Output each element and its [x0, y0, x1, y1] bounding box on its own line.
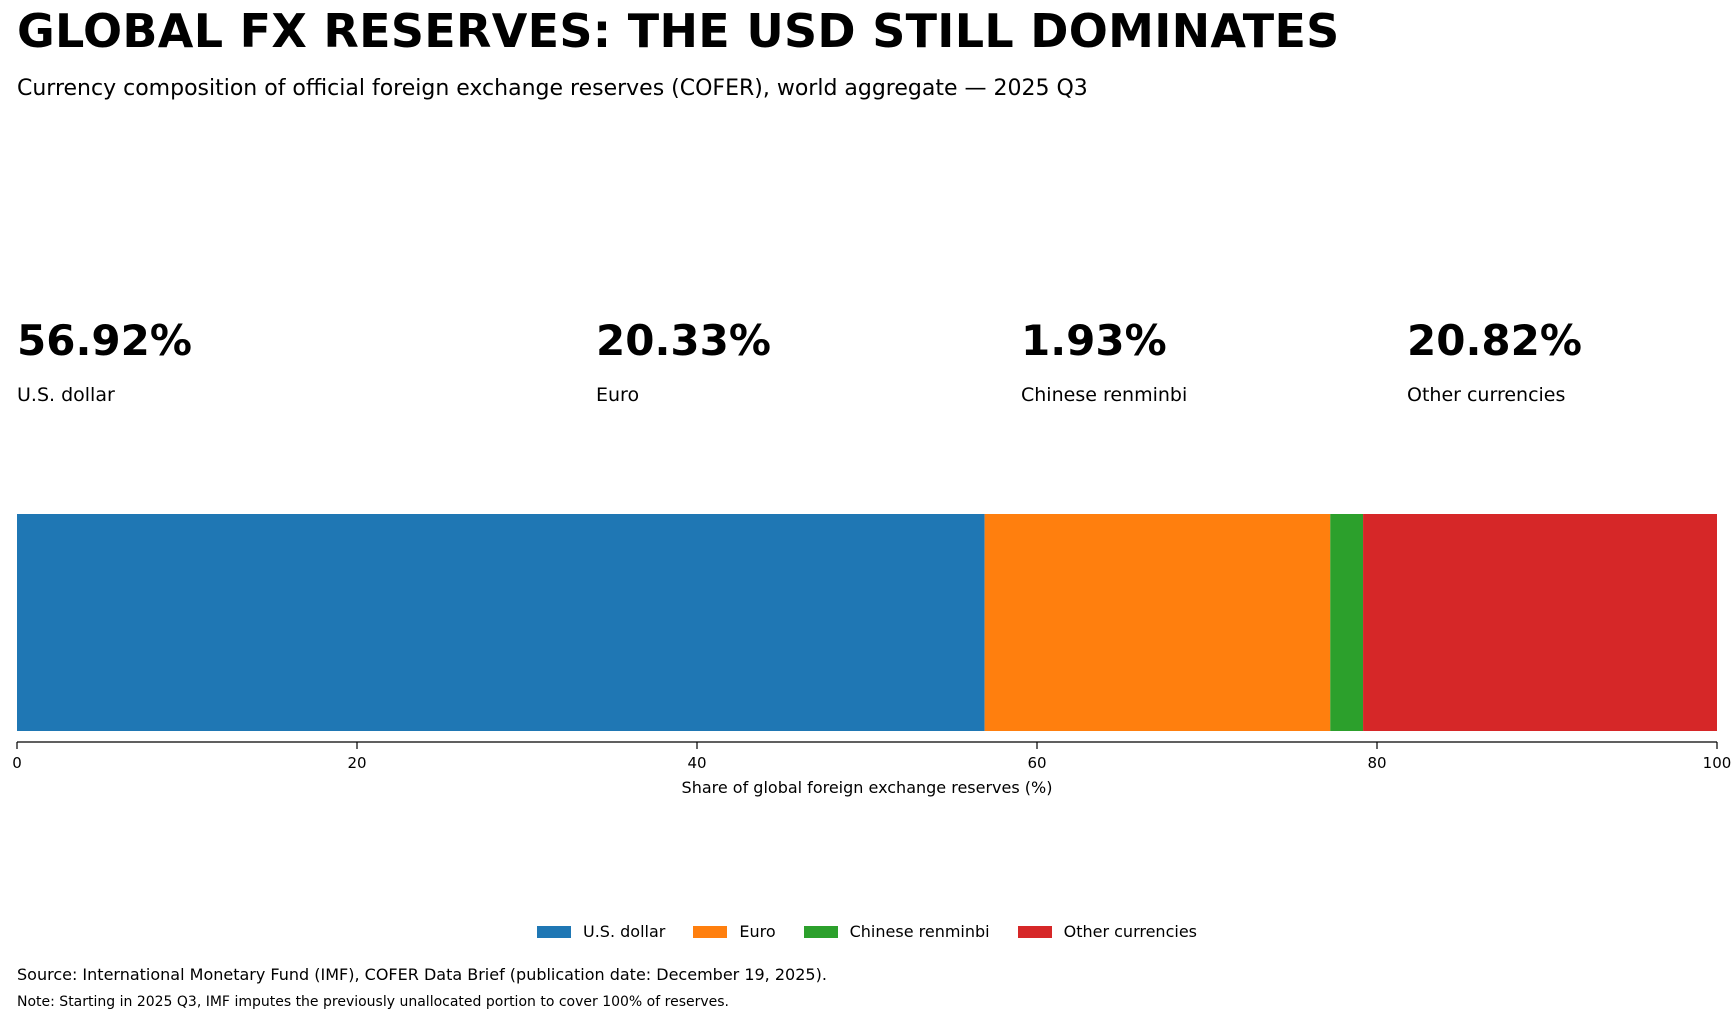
kpi-other: 20.82% Other currencies — [1407, 316, 1582, 407]
kpi-label: U.S. dollar — [17, 384, 115, 406]
legend-swatch — [1017, 925, 1052, 938]
kpi-renminbi: 1.93% Chinese renminbi — [1021, 316, 1188, 407]
stacked-bar-chart: 0 20 40 60 80 100 Share of global foreign exc… — [12, 514, 1732, 797]
x-axis-title: Share of global foreign exchange reserve… — [682, 778, 1053, 797]
bar-segment-other-currencies — [1363, 514, 1717, 731]
bar-segment-u-s-dollar — [17, 514, 985, 731]
legend-item-euro: Euro — [693, 922, 776, 941]
bar-segment-euro — [984, 514, 1331, 731]
legend-label: U.S. dollar — [583, 922, 666, 941]
legend-label: Chinese renminbi — [849, 922, 990, 941]
legend-item-renminbi: Chinese renminbi — [803, 922, 990, 941]
chart-title: GLOBAL FX RESERVES: THE USD STILL DOMINA… — [17, 4, 1340, 58]
kpi-label: Other currencies — [1407, 384, 1566, 406]
x-tick-label: 0 — [12, 754, 22, 772]
bars-group — [17, 514, 1717, 731]
x-tick-label: 40 — [687, 754, 706, 772]
x-tick-label: 20 — [347, 754, 366, 772]
legend-swatch — [693, 925, 728, 938]
kpi-value: 1.93% — [1021, 316, 1167, 365]
chart-subtitle: Currency composition of official foreign… — [17, 76, 1088, 101]
kpi-usd: 56.92% U.S. dollar — [17, 316, 192, 407]
legend-item-other: Other currencies — [1017, 922, 1197, 941]
x-tick-label: 80 — [1367, 754, 1386, 772]
legend-swatch — [537, 925, 571, 938]
kpi-euro: 20.33% Euro — [596, 316, 771, 407]
legend: U.S. dollar Euro Chinese renminbi Other … — [0, 922, 1734, 941]
legend-item-usd: U.S. dollar — [537, 922, 665, 941]
note-text: Note: Starting in 2025 Q3, IMF imputes t… — [17, 994, 729, 1010]
legend-label: Other currencies — [1063, 922, 1197, 941]
x-tick-label: 60 — [1027, 754, 1046, 772]
x-tick-label: 100 — [1703, 754, 1732, 772]
kpi-value: 20.33% — [596, 316, 771, 365]
bar-segment-chinese-renminbi — [1330, 514, 1364, 731]
legend-label: Euro — [739, 922, 776, 941]
kpi-value: 56.92% — [17, 316, 192, 365]
legend-swatch — [803, 925, 838, 938]
kpi-label: Euro — [596, 384, 640, 406]
source-text: Source: International Monetary Fund (IMF… — [17, 965, 827, 984]
kpi-value: 20.82% — [1407, 316, 1582, 365]
x-axis: 0 20 40 60 80 100 — [12, 741, 1732, 772]
kpi-label: Chinese renminbi — [1021, 384, 1188, 406]
